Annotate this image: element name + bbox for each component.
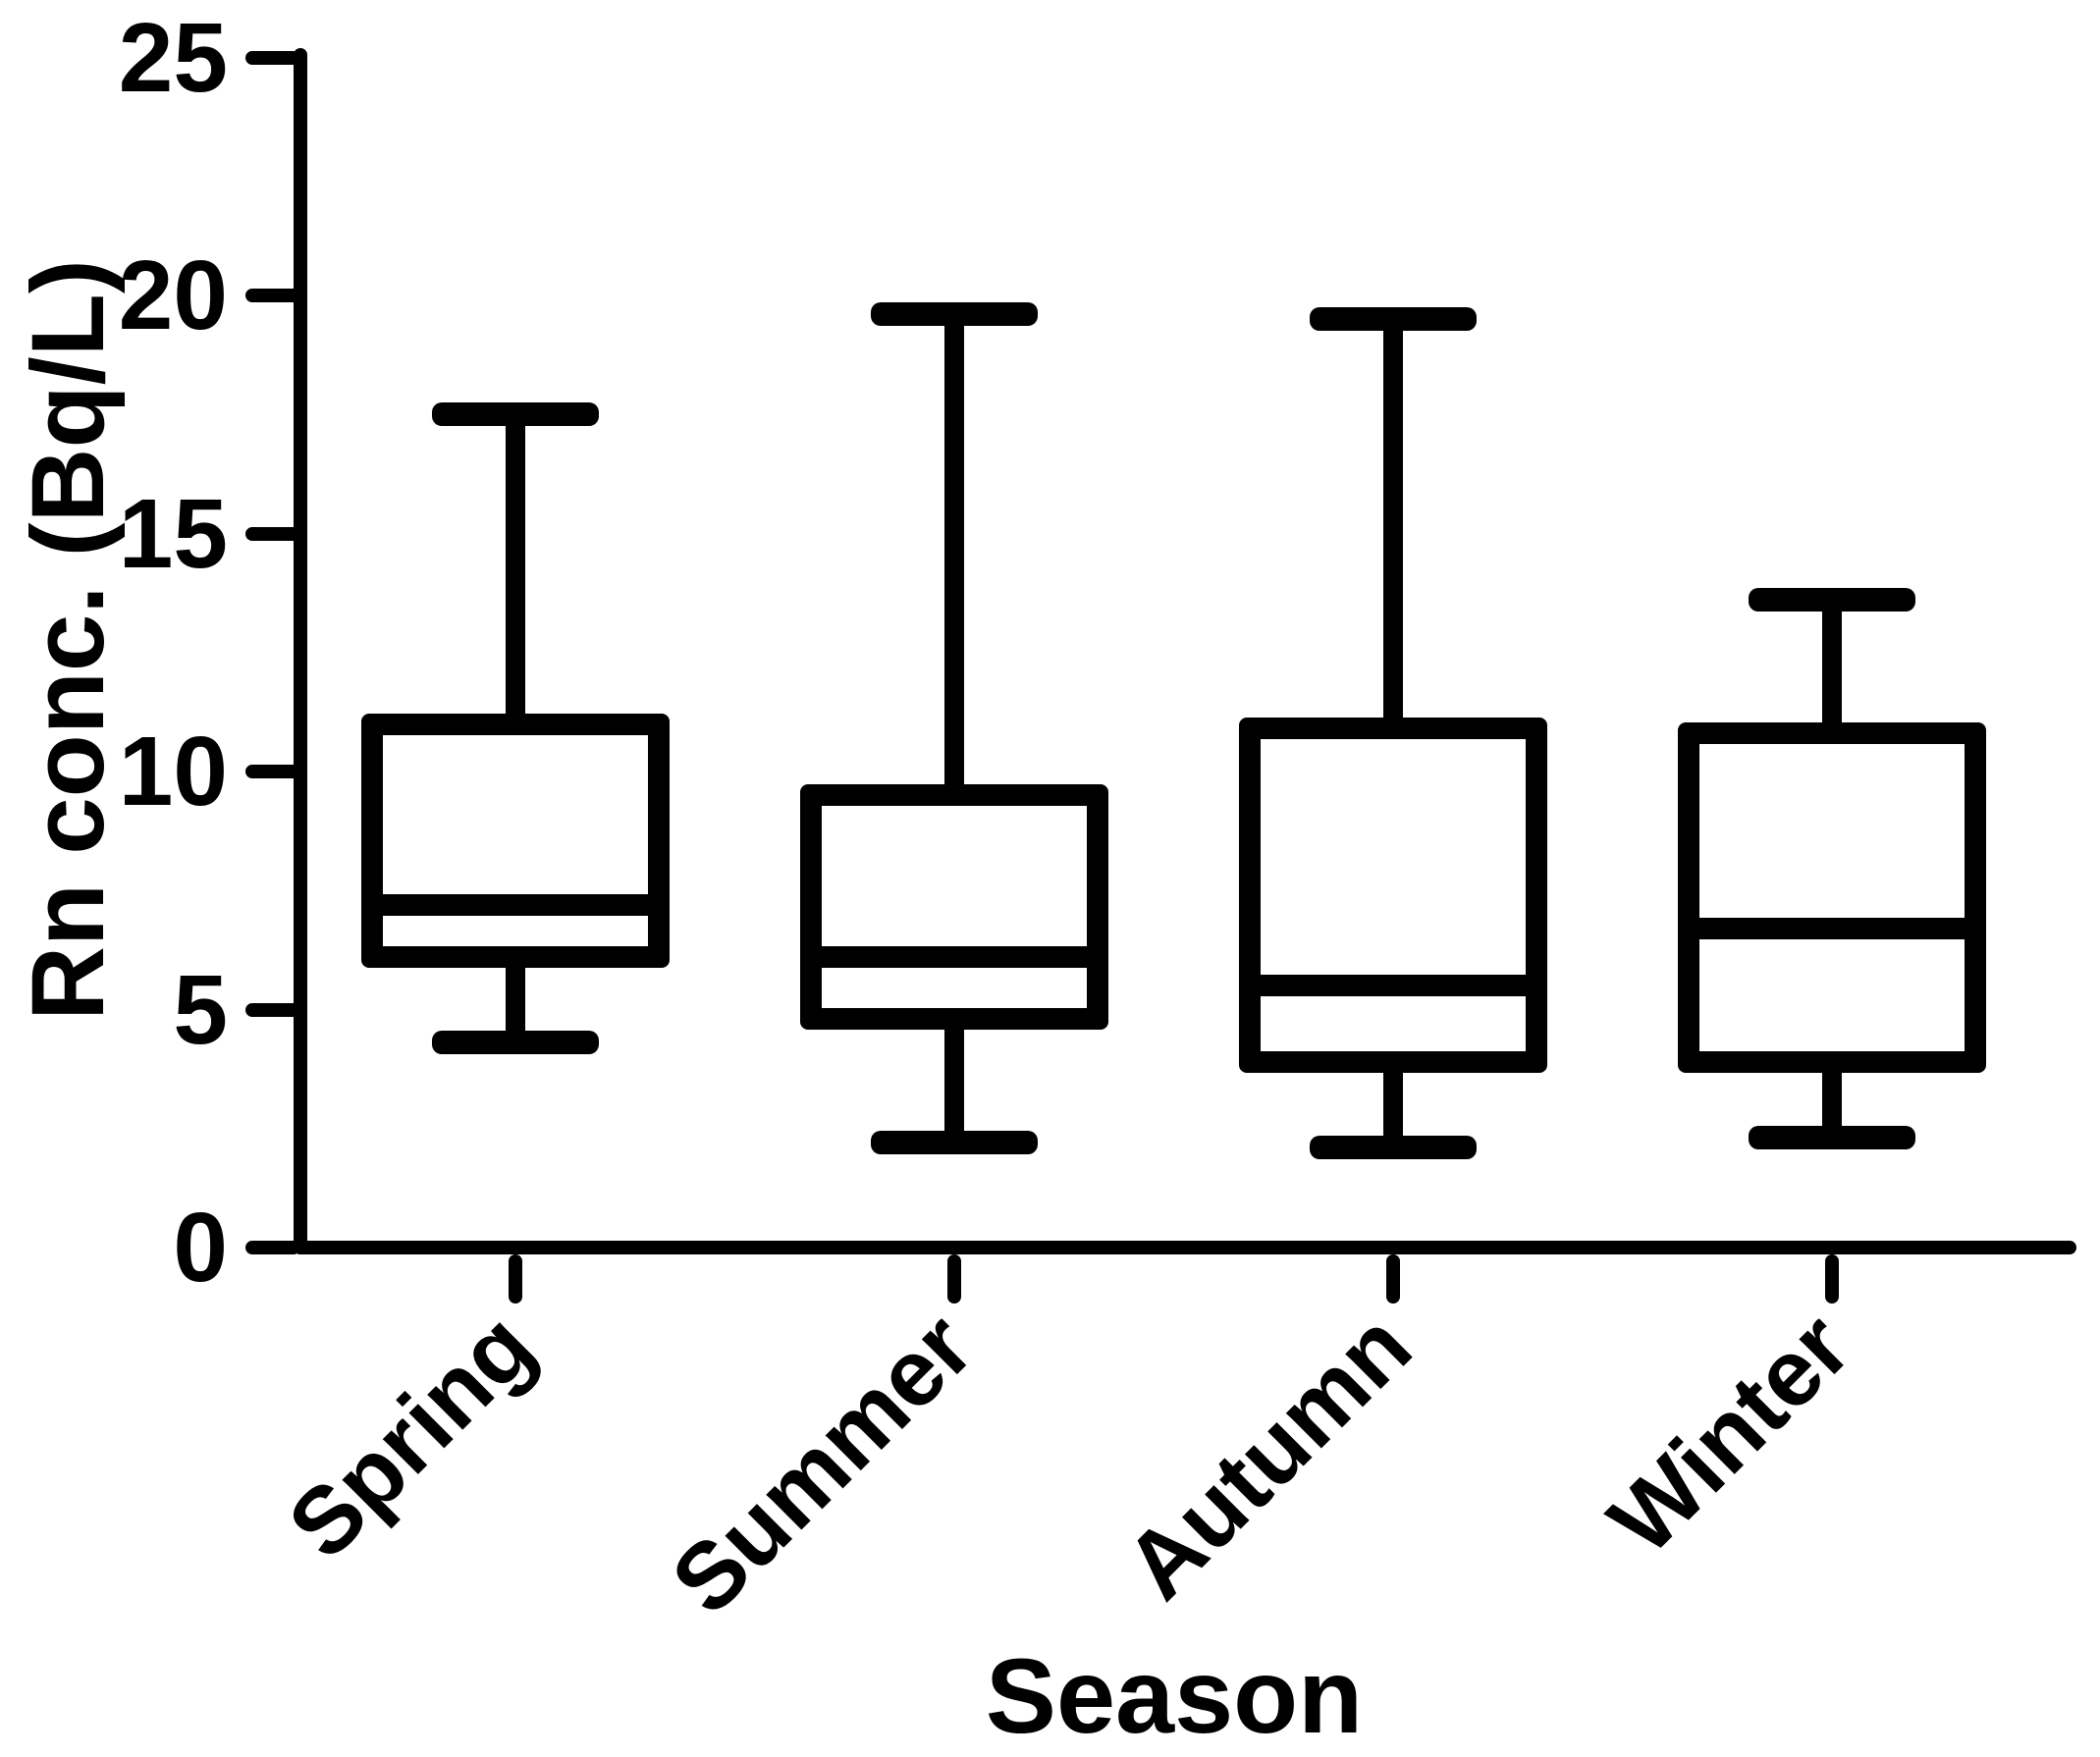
y-tick-label: 5 <box>173 954 228 1065</box>
y-tick-label: 25 <box>118 2 228 113</box>
upper-whisker-autumn <box>1383 319 1403 719</box>
x-category-label-winter: Winter <box>1589 1293 1871 1574</box>
box-spring <box>361 713 670 969</box>
max-cap-summer <box>871 302 1038 327</box>
y-tick <box>245 50 300 65</box>
x-tick <box>1825 1254 1839 1304</box>
y-tick-label: 15 <box>118 478 228 589</box>
lower-whisker-autumn <box>1383 1072 1403 1148</box>
y-tick-label: 10 <box>118 717 228 826</box>
max-cap-winter <box>1749 588 1915 612</box>
x-category-label-spring: Spring <box>268 1293 555 1579</box>
upper-whisker-summer <box>944 314 964 785</box>
box-autumn <box>1239 718 1547 1073</box>
lower-whisker-winter <box>1822 1072 1842 1139</box>
median-autumn <box>1261 975 1526 997</box>
y-tick-label: 0 <box>173 1193 228 1303</box>
y-axis-title: Rn conc. (Bq/L) <box>11 259 126 1021</box>
x-tick <box>1386 1254 1400 1304</box>
box-summer <box>800 784 1108 1031</box>
min-cap-spring <box>432 1031 599 1055</box>
median-winter <box>1699 918 1965 940</box>
y-axis-line <box>294 47 307 1254</box>
box-winter <box>1678 722 1986 1073</box>
y-tick <box>245 1241 300 1254</box>
min-cap-summer <box>871 1131 1038 1155</box>
y-tick-label: 20 <box>118 240 228 350</box>
lower-whisker-summer <box>944 1030 964 1144</box>
y-tick <box>245 289 300 302</box>
lower-whisker-spring <box>506 968 525 1043</box>
x-category-label-summer: Summer <box>651 1293 994 1634</box>
upper-whisker-spring <box>506 414 525 714</box>
x-tick <box>509 1254 522 1304</box>
upper-whisker-winter <box>1822 600 1842 723</box>
x-axis-title: Season <box>985 1636 1364 1755</box>
max-cap-spring <box>432 402 599 427</box>
y-tick <box>245 765 300 778</box>
min-cap-winter <box>1749 1126 1915 1150</box>
median-spring <box>383 893 648 916</box>
median-summer <box>822 946 1087 969</box>
x-category-label-autumn: Autumn <box>1105 1293 1432 1620</box>
y-tick <box>245 1002 300 1017</box>
max-cap-autumn <box>1310 307 1477 332</box>
min-cap-autumn <box>1310 1136 1477 1160</box>
x-tick <box>947 1254 961 1304</box>
x-axis-line <box>294 1241 2076 1254</box>
y-tick <box>245 526 300 541</box>
